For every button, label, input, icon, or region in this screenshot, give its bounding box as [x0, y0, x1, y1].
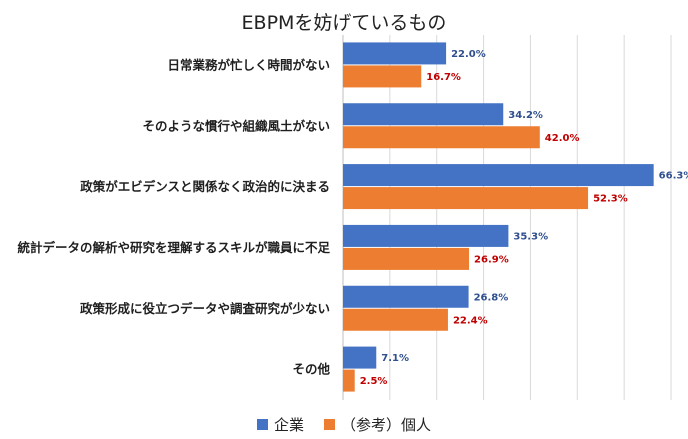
data-label: 26.9%: [474, 254, 509, 265]
data-label: 7.1%: [381, 353, 409, 364]
data-label: 22.0%: [451, 49, 486, 60]
data-label: 26.8%: [474, 292, 509, 303]
data-label: 34.2%: [508, 110, 543, 121]
bar-company: [343, 346, 377, 369]
category-label: その他: [292, 362, 330, 377]
bar-individual: [343, 126, 540, 149]
legend-swatch: [256, 419, 268, 430]
category-label: 政策形成に役立つデータや調査研究が少ない: [80, 301, 330, 316]
legend-item: （参考）個人: [324, 414, 431, 435]
data-label: 2.5%: [360, 376, 388, 387]
data-label: 66.3%: [659, 171, 688, 182]
legend-label: （参考）個人: [341, 416, 432, 434]
category-label: そのような慣行や組織風土がない: [142, 118, 330, 133]
data-label: 35.3%: [513, 231, 548, 242]
bar-individual: [343, 247, 470, 270]
bar-individual: [343, 65, 422, 88]
legend-swatch: [324, 419, 335, 430]
bar-company: [343, 224, 509, 247]
legend: 企業 （参考）個人: [0, 414, 688, 435]
data-label: 42.0%: [545, 133, 580, 144]
bar-company: [343, 285, 469, 308]
category-label: 日常業務が忙しく時間がない: [167, 57, 330, 72]
chart-title: EBPMを妨げているもの: [241, 12, 447, 34]
legend-label: 企業: [273, 416, 304, 434]
data-label: 52.3%: [593, 194, 628, 205]
bar-individual: [343, 187, 589, 210]
bar-individual: [343, 308, 448, 331]
bar-individual: [343, 369, 355, 392]
bar-company: [343, 103, 504, 126]
plot-area: 日常業務が忙しく時間がない 22.0% 16.7% そのような慣行や組織風土がない 34…: [17, 35, 688, 400]
bar-company: [343, 42, 447, 65]
data-label: 22.4%: [453, 315, 488, 326]
bar-company: [343, 164, 654, 187]
legend-item: 企業: [256, 414, 304, 435]
data-label: 16.7%: [426, 72, 461, 83]
category-label: 政策がエビデンスと関係なく政治的に決まる: [80, 179, 330, 194]
category-label: 統計データの解析や研究を理解するスキルが職員に不足: [17, 240, 330, 255]
